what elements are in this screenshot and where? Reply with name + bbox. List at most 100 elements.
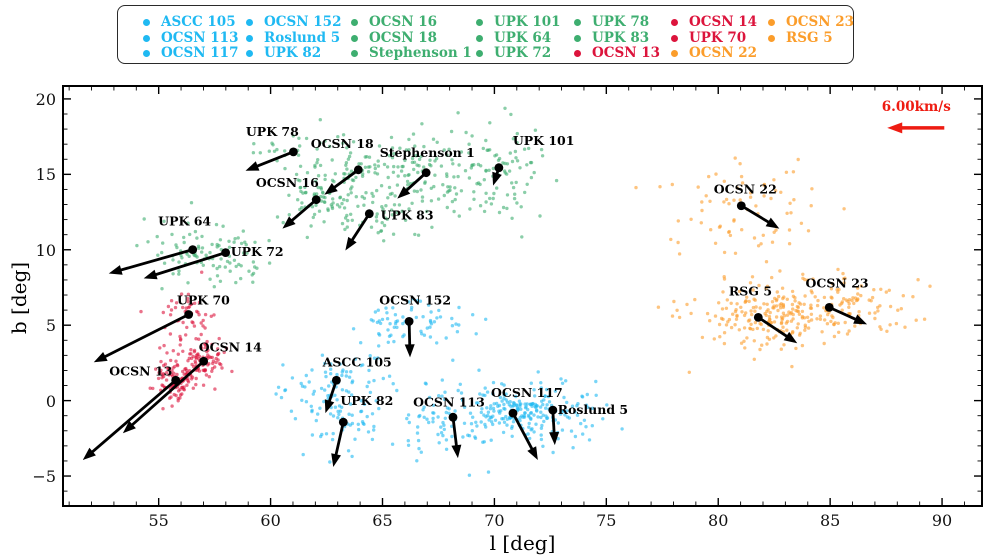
cluster-center-dot	[448, 412, 458, 422]
cluster-label: UPK 83	[381, 208, 434, 223]
cluster-label: RSG 5	[729, 283, 772, 298]
legend-item-label: UPK 83	[592, 29, 650, 46]
cluster-center-dot	[753, 312, 763, 322]
x-tick-label: 75	[596, 511, 617, 530]
cluster-label: UPK 78	[246, 124, 299, 139]
legend-item-label: UPK 64	[494, 29, 552, 46]
legend-item: UPK 83	[574, 29, 650, 46]
cluster-center-dot	[338, 417, 348, 427]
cluster-label: OCSN 16	[256, 175, 319, 190]
legend-marker-icon	[476, 19, 483, 26]
legend-item-label: OCSN 13	[592, 45, 661, 61]
legend-marker-icon	[351, 19, 358, 26]
cluster-label: UPK 82	[340, 393, 393, 408]
cluster-center-dot	[171, 375, 181, 385]
cluster-label: OCSN 117	[491, 385, 563, 400]
cluster-center-dot	[548, 405, 558, 415]
legend-marker-icon	[246, 19, 253, 26]
axis-ticks	[64, 87, 981, 505]
cluster-center-dot	[824, 302, 834, 312]
legend-item-label: OCSN 14	[689, 14, 758, 30]
cluster-center-dot	[188, 245, 198, 255]
legend-marker-icon	[351, 34, 358, 42]
scale-arrow: 6.00km/s	[882, 99, 951, 134]
plot-canvas: UPK 78 OCSN 18 Stephenson 1 OCSN 16 UPK 83 UP…	[64, 87, 981, 505]
cluster-label: UPK 72	[231, 244, 284, 259]
legend-item-label: OCSN 18	[369, 29, 438, 46]
cluster-label: OCSN 13	[109, 363, 172, 378]
plot-area: UPK 78 OCSN 18 Stephenson 1 OCSN 16 UPK 83 UP…	[62, 85, 983, 507]
legend-item: OCSN 117	[143, 46, 238, 61]
x-tick-label: 55	[148, 511, 169, 530]
motion-vectors	[82, 147, 868, 467]
legend-item-label: OCSN 113	[161, 29, 239, 46]
legend-item-label: OCSN 16	[369, 14, 438, 30]
legend-marker-icon	[351, 50, 358, 57]
legend-item: OCSN 13	[574, 46, 660, 61]
legend-item: OCSN 16	[351, 15, 437, 30]
legend-item: OCSN 22	[671, 46, 757, 61]
legend-item: UPK 78	[574, 15, 649, 30]
cluster-center-dot	[184, 310, 194, 319]
legend-item: OCSN 18	[351, 29, 438, 46]
scatter-cluster	[165, 332, 234, 391]
scatter-cluster	[360, 111, 482, 218]
legend-marker-icon	[574, 19, 581, 26]
y-tick-label: 15	[35, 165, 56, 185]
legend-item: UPK 101	[476, 15, 561, 30]
cluster-center-dot	[494, 163, 504, 173]
y-axis-label: b [deg]	[7, 261, 31, 335]
legend-item: Roslund 5	[246, 30, 340, 46]
x-tick-label: 90	[931, 511, 953, 530]
cluster-label: ASCC 105	[322, 354, 392, 369]
legend-marker-icon	[246, 50, 253, 57]
cluster-center-dot	[364, 209, 374, 219]
legend-item: UPK 72	[476, 46, 551, 61]
x-tick-label: 70	[484, 511, 505, 530]
legend-marker-icon	[143, 50, 150, 57]
scatter-cluster	[395, 358, 514, 477]
legend-item: UPK 64	[476, 29, 552, 46]
y-tick-label: 5	[45, 316, 56, 336]
cluster-center-dot	[199, 356, 209, 366]
legend-box: ASCC 105 OCSN 113 OCSN 117 OCSN 152 Roslund …	[117, 5, 854, 64]
cluster-label: Roslund 5	[558, 402, 628, 417]
legend-marker-icon	[671, 34, 678, 42]
legend-item-label: UPK 70	[689, 29, 747, 46]
scatter-cluster	[634, 156, 846, 293]
cluster-center-dot	[311, 195, 321, 205]
x-axis-label: l [deg]	[489, 531, 556, 555]
legend-item-label: OCSN 117	[161, 45, 239, 61]
legend-item-label: OCSN 152	[264, 14, 342, 30]
cluster-label: OCSN 152	[379, 292, 451, 307]
y-tick-label: −5	[32, 467, 56, 487]
legend-item-label: UPK 78	[592, 14, 650, 30]
legend-item: OCSN 14	[671, 15, 757, 30]
legend-item: ASCC 105	[143, 15, 236, 30]
legend-marker-icon	[476, 50, 483, 57]
cluster-label: UPK 64	[158, 214, 211, 229]
x-tick-label: 60	[260, 511, 281, 530]
x-tick-label: 85	[819, 511, 841, 530]
cluster-center-dot	[331, 375, 341, 385]
legend-item: UPK 70	[671, 29, 747, 46]
scatter-cluster	[722, 267, 932, 369]
x-tick-label: 80	[708, 511, 729, 530]
legend-marker-icon	[143, 19, 150, 26]
legend-item-label: OCSN 22	[689, 45, 758, 61]
cluster-center-dot	[353, 165, 363, 175]
cluster-label: OCSN 113	[413, 394, 485, 409]
scatter-cluster	[135, 201, 255, 291]
cluster-label: OCSN 22	[714, 182, 777, 197]
legend-marker-icon	[768, 19, 775, 26]
legend-marker-icon	[246, 34, 253, 42]
legend-marker-icon	[671, 50, 678, 57]
legend-item: UPK 82	[246, 46, 321, 61]
cluster-center-dot	[289, 147, 298, 157]
scatter-cluster	[276, 353, 395, 418]
legend-item-label: OCSN 23	[786, 14, 855, 30]
scatter-cluster	[459, 380, 554, 444]
legend-item: RSG 5	[768, 30, 833, 46]
legend-marker-icon	[476, 34, 483, 42]
scale-arrow-label: 6.00km/s	[882, 99, 951, 115]
